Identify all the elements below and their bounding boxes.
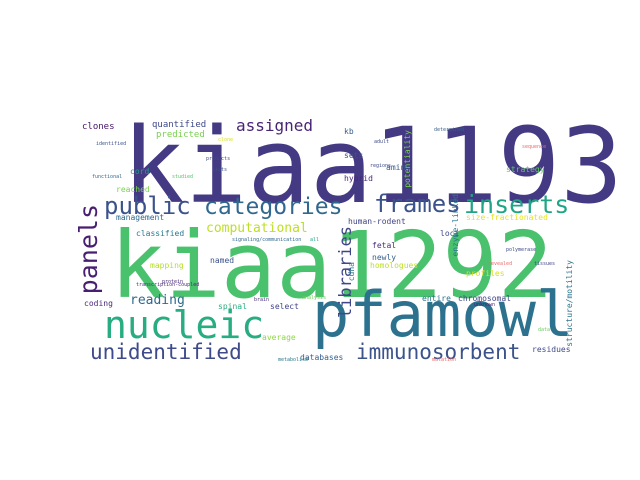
word-analysis: analysis (302, 295, 327, 301)
word-homologues: homologues (370, 261, 419, 270)
word-sets: sets (344, 151, 364, 160)
word-clones: clones (82, 122, 115, 132)
word-products: products (206, 156, 231, 162)
word-frames: frames (374, 190, 461, 218)
word-select: select (270, 302, 299, 311)
word-immunosorbent: immunosorbent (356, 340, 521, 364)
word-brain: brain (254, 297, 270, 303)
word-coding: coding (84, 299, 113, 308)
word-identified: identified (96, 141, 127, 147)
word-adult: adult (374, 139, 390, 145)
word-hybrid: hybrid (344, 174, 373, 183)
word-cdna: cdna (347, 262, 356, 282)
word-kb: kb (344, 127, 354, 136)
word-inserts: inserts (464, 190, 570, 219)
word-enzyme-linked: enzyme-linked (451, 194, 460, 257)
word-predicted: predicted (156, 130, 205, 140)
word-kiaa1193: kiaa1193 (122, 105, 623, 227)
word-signaling-communication: signaling/communication (232, 237, 302, 243)
word-loci: loci (440, 229, 460, 238)
word-studied: studied (172, 174, 194, 180)
word-computational: computational (206, 221, 308, 236)
word-amino: amino (386, 163, 411, 172)
word-functional: functional (92, 174, 123, 180)
word-chromosomal: chromosomal (458, 294, 511, 303)
word-lists: lists (212, 167, 228, 173)
word-categories: categories (204, 194, 343, 220)
word-profiles: profiles (466, 269, 505, 278)
word-residues: residues (532, 345, 571, 354)
word-strategy: strategy (506, 165, 545, 174)
word-average: average (262, 333, 296, 342)
word-regions: regions (370, 163, 392, 169)
word-assigned: assigned (236, 116, 314, 135)
word-cord: cord (130, 167, 150, 176)
word-panels: panels (74, 204, 103, 295)
word-quantified: quantified (152, 120, 207, 130)
word-mutation: mutation (432, 357, 457, 363)
word-potentiality: potentiality (403, 130, 412, 188)
word-revealed: revealed (488, 261, 513, 267)
word-sequence: sequence (522, 144, 547, 150)
word-newly: newly (372, 253, 397, 262)
word-fetal: fetal (372, 241, 397, 250)
word-polymerase: polymerase (506, 247, 537, 253)
word-entire: entire (422, 294, 451, 303)
word-size-fractionated: size-fractionated (466, 213, 548, 222)
word-reached: reached (116, 185, 150, 194)
word-nucleic: nucleic (104, 303, 265, 347)
word-determined: determined (434, 127, 465, 133)
word-spinal: spinal (218, 302, 247, 311)
word-management: management (116, 213, 165, 222)
word-databases: databases (300, 353, 344, 362)
word-unknown: unknown (474, 302, 496, 308)
word-transcription-coupled: transcription-coupled (136, 282, 200, 288)
word-protein: protein (162, 279, 184, 285)
word-reading: reading (130, 293, 185, 308)
word-tissues: tissues (534, 261, 556, 267)
word-structure-motility: structure/motility (565, 260, 574, 347)
word-all: all (310, 237, 320, 243)
word-pfamowl: pfamowl (312, 278, 574, 351)
word-metabolism: metabolism (278, 357, 309, 363)
word-named: named (210, 256, 235, 265)
word-clone: clone (218, 137, 234, 143)
word-data: data (538, 327, 551, 333)
word-classified: classified (136, 229, 185, 238)
word-unidentified: unidentified (90, 340, 242, 364)
word-public: public (104, 192, 191, 220)
word-kiaa1292: kiaa1292 (110, 212, 554, 319)
word-human-rodent: human-rodent (348, 217, 406, 226)
word-mapping: mapping (150, 261, 184, 270)
